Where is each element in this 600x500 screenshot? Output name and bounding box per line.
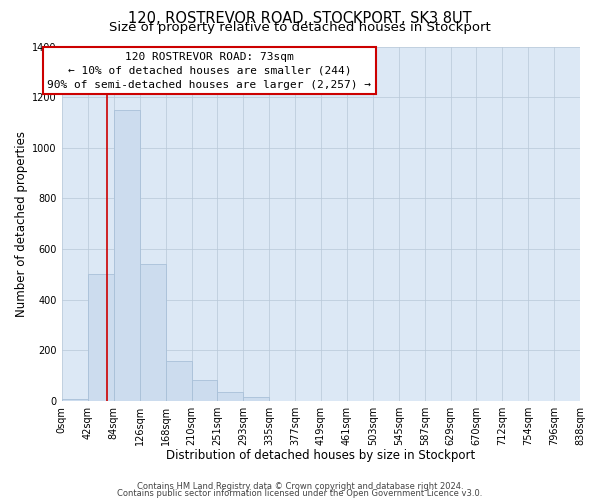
Bar: [243, 396, 269, 401]
Y-axis label: Number of detached properties: Number of detached properties: [15, 131, 28, 317]
Text: Contains public sector information licensed under the Open Government Licence v3: Contains public sector information licen…: [118, 489, 482, 498]
Text: Contains HM Land Registry data © Crown copyright and database right 2024.: Contains HM Land Registry data © Crown c…: [137, 482, 463, 491]
Bar: [88, 274, 113, 401]
Bar: [191, 380, 217, 401]
Bar: [140, 264, 166, 401]
Bar: [62, 399, 88, 401]
Text: 120 ROSTREVOR ROAD: 73sqm
← 10% of detached houses are smaller (244)
90% of semi: 120 ROSTREVOR ROAD: 73sqm ← 10% of detac…: [47, 52, 371, 90]
Bar: [217, 392, 243, 401]
Text: Size of property relative to detached houses in Stockport: Size of property relative to detached ho…: [109, 21, 491, 34]
Bar: [166, 360, 191, 401]
Text: 120, ROSTREVOR ROAD, STOCKPORT, SK3 8UT: 120, ROSTREVOR ROAD, STOCKPORT, SK3 8UT: [128, 11, 472, 26]
Bar: [113, 110, 140, 401]
X-axis label: Distribution of detached houses by size in Stockport: Distribution of detached houses by size …: [166, 450, 475, 462]
